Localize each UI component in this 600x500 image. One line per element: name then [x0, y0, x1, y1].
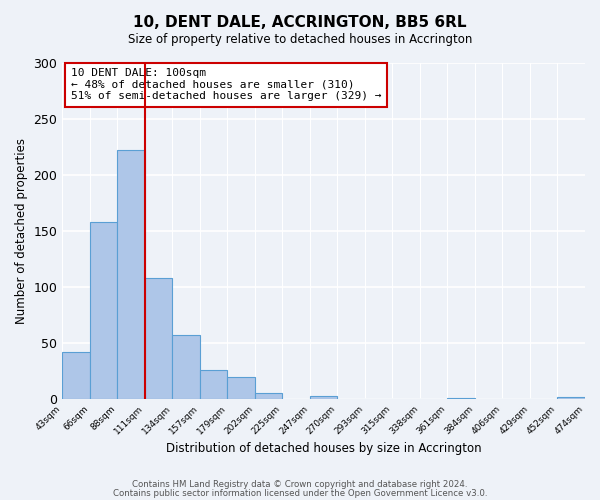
Bar	[557, 398, 585, 400]
Bar	[145, 278, 172, 400]
Bar	[118, 150, 145, 400]
Bar	[90, 222, 118, 400]
Y-axis label: Number of detached properties: Number of detached properties	[15, 138, 28, 324]
Bar	[255, 393, 283, 400]
Bar	[200, 370, 227, 400]
X-axis label: Distribution of detached houses by size in Accrington: Distribution of detached houses by size …	[166, 442, 481, 455]
Bar	[172, 336, 200, 400]
Bar	[62, 352, 90, 400]
Bar	[448, 398, 475, 400]
Text: 10 DENT DALE: 100sqm
← 48% of detached houses are smaller (310)
51% of semi-deta: 10 DENT DALE: 100sqm ← 48% of detached h…	[71, 68, 381, 102]
Text: Contains public sector information licensed under the Open Government Licence v3: Contains public sector information licen…	[113, 489, 487, 498]
Text: Size of property relative to detached houses in Accrington: Size of property relative to detached ho…	[128, 32, 472, 46]
Text: 10, DENT DALE, ACCRINGTON, BB5 6RL: 10, DENT DALE, ACCRINGTON, BB5 6RL	[133, 15, 467, 30]
Bar	[310, 396, 337, 400]
Text: Contains HM Land Registry data © Crown copyright and database right 2024.: Contains HM Land Registry data © Crown c…	[132, 480, 468, 489]
Bar	[227, 377, 255, 400]
